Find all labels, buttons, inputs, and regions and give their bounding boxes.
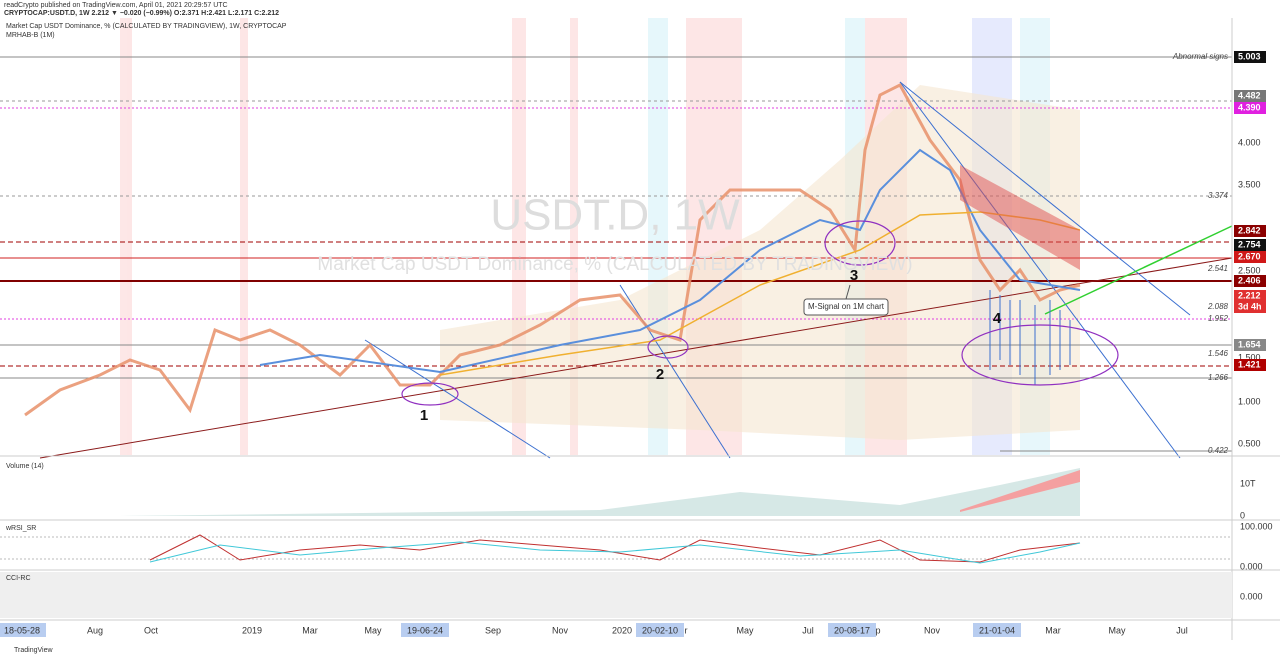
time-label-box: [0, 623, 46, 637]
time-label: Mar: [1045, 625, 1061, 635]
wave-label: 4: [993, 310, 1002, 327]
legend-indicator: MRHAB-B (1M): [6, 32, 55, 39]
price-label: 1.421: [1238, 359, 1261, 369]
callout-text: M-Signal on 1M chart: [808, 302, 885, 311]
price-label-box: [1234, 359, 1266, 371]
time-axis: 18-05-28 Aug Oct 2019 Mar May 19-06-24 Sep Nov 20…: [0, 623, 1188, 637]
volatility-bars: [989, 290, 1071, 385]
price-label-box: [1234, 251, 1266, 263]
cci-pane: [0, 572, 1232, 618]
time-label: 21-01-04: [979, 625, 1015, 635]
level-label: 3.374: [1208, 191, 1229, 200]
time-label-box: [973, 623, 1021, 637]
price-label: 1.500: [1238, 352, 1261, 362]
level-label: 2.088: [1207, 302, 1229, 311]
time-label-box: [636, 623, 684, 637]
time-label: 19-06-24: [407, 625, 443, 635]
symbol-line: CRYPTOCAP:USDT.D, 1W 2.212 ▼ −0.020 (−0.…: [4, 10, 279, 17]
pane-title: wRSI_SR: [5, 525, 36, 532]
price-label: 2.670: [1238, 251, 1261, 261]
rsi-signal: [149, 541, 1081, 564]
footer-logo: TradingView: [14, 647, 53, 654]
price-label-box: [1234, 102, 1266, 114]
price-label: 1.000: [1238, 396, 1261, 406]
time-label: 2020: [612, 625, 632, 635]
wave-label: 3: [850, 267, 858, 284]
pane-tick: 0.000: [1240, 591, 1263, 601]
time-label: Nov: [924, 625, 941, 635]
callout-pointer: [845, 284, 851, 300]
price-label: 2.406: [1238, 275, 1261, 285]
price-label: 4.390: [1238, 102, 1261, 112]
price-label: 0.500: [1238, 438, 1261, 448]
price-label: 5.003: [1238, 51, 1261, 61]
pane-tick: 0: [1240, 510, 1245, 520]
level-label: Abnormal signs: [1172, 52, 1228, 61]
volume-area: [120, 468, 1080, 516]
price-path: [24, 83, 1081, 417]
price-label: 2.212: [1238, 290, 1261, 300]
pane-title: Volume (14): [6, 463, 44, 470]
pane-tick: 0.000: [1240, 561, 1263, 571]
level-label: 1.546: [1208, 349, 1229, 358]
time-label: Aug: [87, 625, 103, 635]
legend-series: Market Cap USDT Dominance, % (CALCULATED…: [6, 23, 287, 30]
time-label: r: [685, 625, 688, 635]
rsi-line: [149, 534, 1081, 563]
pane-tick: 100.000: [1240, 521, 1273, 531]
cloud-band: [440, 85, 1080, 440]
time-label: Sep: [485, 625, 501, 635]
moving-average: [259, 148, 1081, 374]
price-label: 4.000: [1238, 137, 1261, 147]
price-label-box: [1234, 225, 1266, 237]
time-label: Jul: [802, 625, 814, 635]
price-label-box: [1234, 90, 1266, 102]
wave-label: 2: [656, 366, 664, 383]
time-label: 20-08-17: [834, 625, 870, 635]
level-label: 2.541: [1207, 264, 1228, 273]
price-label-box: [1234, 51, 1266, 63]
time-label: Oct: [144, 625, 159, 635]
price-label: 4.482: [1238, 90, 1261, 100]
time-label-box: [828, 623, 876, 637]
volume-band: [960, 470, 1080, 512]
time-label: Jul: [1176, 625, 1188, 635]
time-label: Nov: [552, 625, 569, 635]
level-label: 1.266: [1208, 373, 1229, 382]
pane-tick: 10T: [1240, 478, 1256, 488]
watermark-description: Market Cap USDT Dominance, % (CALCULATED…: [317, 254, 912, 275]
price-label-box: [1234, 275, 1266, 287]
resistance-band: [960, 165, 1080, 270]
price-label: 1.654: [1238, 339, 1261, 349]
level-lines: [0, 56, 1232, 452]
pane-title: CCI-RC: [6, 575, 31, 582]
time-label: 18-05-28: [4, 625, 40, 635]
price-label: 3.500: [1238, 179, 1261, 189]
time-label-box: [401, 623, 449, 637]
publisher: readCrypto published on TradingView.com,…: [4, 2, 228, 9]
price-label-box: [1234, 239, 1266, 251]
time-label: Mar: [302, 625, 318, 635]
price-label: 2.754: [1238, 239, 1261, 249]
wave-label: 1: [420, 407, 428, 424]
price-axis: 5.003 4.482 4.390 4.000 3.500 2.842 2.754 2.670…: [1234, 51, 1266, 448]
level-label: 0.422: [1208, 446, 1229, 455]
price-label: 2.500: [1238, 265, 1261, 275]
price-label-box: [1234, 339, 1266, 351]
time-label: May: [1108, 625, 1126, 635]
highlight-circles: [401, 220, 1119, 406]
price-label-box: [1234, 301, 1266, 313]
time-label: 2019: [242, 625, 262, 635]
price-label-box: [1234, 290, 1266, 302]
watermark-symbol: USDT.D, 1W: [490, 191, 740, 240]
price-label: 3d 4h: [1238, 301, 1262, 311]
time-label: May: [736, 625, 754, 635]
price-label: 2.842: [1238, 225, 1261, 235]
time-label: p: [875, 625, 880, 635]
level-label: 1.952: [1208, 314, 1229, 323]
time-label: May: [364, 625, 382, 635]
time-label: 20-02-10: [642, 625, 678, 635]
